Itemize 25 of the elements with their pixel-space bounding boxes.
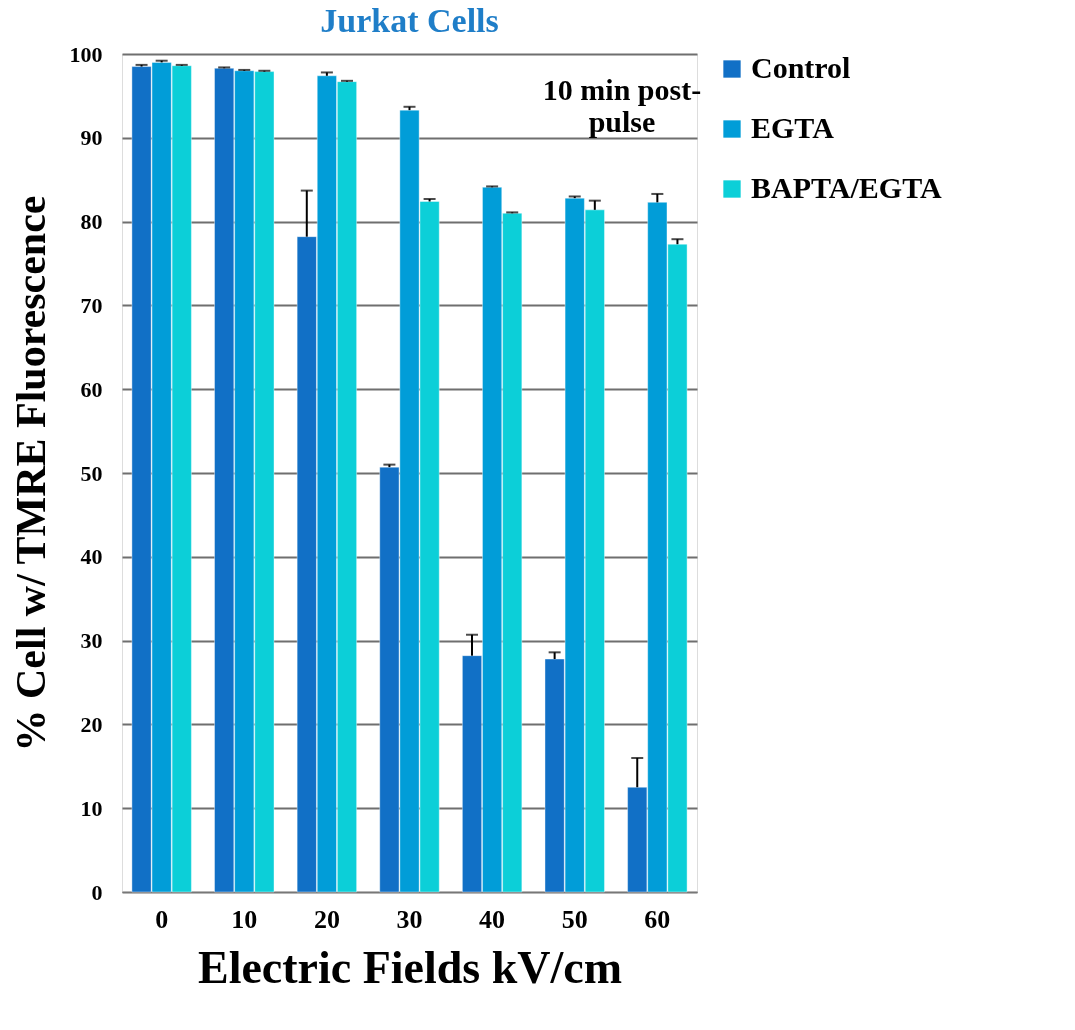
legend-label: Control bbox=[751, 51, 851, 84]
chart-title: Jurkat Cells bbox=[320, 2, 499, 39]
x-tick-label: 40 bbox=[479, 904, 506, 934]
y-tick-label: 20 bbox=[80, 711, 103, 737]
annotation: 10 min post- pulse bbox=[542, 73, 702, 138]
y-tick-label: 40 bbox=[80, 544, 103, 570]
legend-label: EGTA bbox=[751, 111, 835, 144]
y-axis-title: % Cell w/ TMRE Fluorescence bbox=[7, 195, 54, 752]
y-tick-label: 0 bbox=[91, 879, 103, 905]
y-tick-label: 50 bbox=[80, 460, 103, 486]
y-tick-label: 70 bbox=[80, 292, 103, 318]
x-tick-label: 60 bbox=[644, 904, 671, 934]
y-tick-label: 100 bbox=[69, 41, 103, 67]
y-tick-label: 80 bbox=[80, 209, 103, 235]
y-tick-label: 10 bbox=[80, 795, 103, 821]
y-tick-label: 60 bbox=[80, 376, 103, 402]
legend-label: BAPTA/EGTA bbox=[751, 171, 942, 204]
x-axis-title: Electric Fields kV/cm bbox=[197, 941, 623, 993]
x-tick-label: 10 bbox=[231, 904, 258, 934]
y-tick-label: 30 bbox=[80, 628, 103, 654]
y-tick-label: 90 bbox=[80, 125, 103, 151]
x-tick-label: 20 bbox=[313, 904, 340, 934]
x-tick-label: 30 bbox=[396, 904, 423, 934]
x-tick-label: 50 bbox=[561, 904, 588, 934]
x-tick-label: 0 bbox=[155, 904, 169, 934]
